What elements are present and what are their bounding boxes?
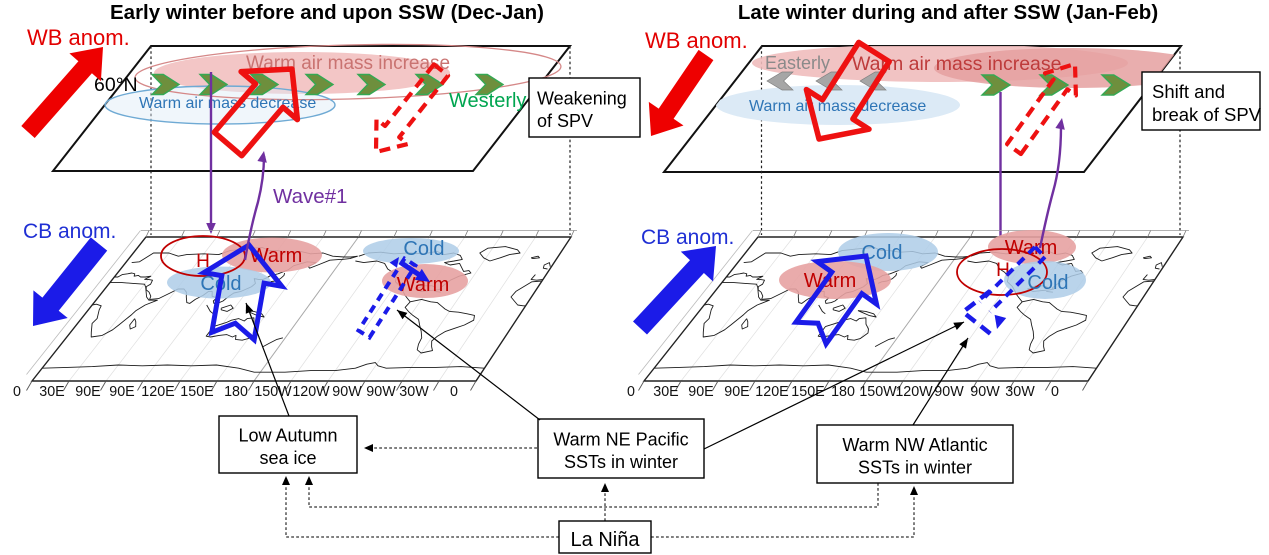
svg-text:150E: 150E bbox=[180, 384, 213, 400]
svg-text:0: 0 bbox=[13, 384, 21, 400]
svg-text:SSTs in winter: SSTs in winter bbox=[858, 457, 972, 477]
svg-text:30W: 30W bbox=[399, 384, 429, 400]
svg-text:of SPV: of SPV bbox=[537, 111, 593, 131]
svg-text:90E: 90E bbox=[724, 384, 749, 400]
svg-text:CB anom.: CB anom. bbox=[23, 220, 116, 243]
svg-text:Westerly: Westerly bbox=[449, 90, 526, 112]
svg-text:90W: 90W bbox=[332, 384, 362, 400]
svg-text:Shift and: Shift and bbox=[1152, 81, 1225, 102]
svg-text:Low Autumn: Low Autumn bbox=[238, 425, 337, 445]
svg-text:90E: 90E bbox=[109, 384, 134, 400]
svg-text:Weakening: Weakening bbox=[537, 88, 627, 108]
svg-text:120W: 120W bbox=[895, 384, 933, 400]
svg-text:150W: 150W bbox=[254, 384, 292, 400]
svg-text:180: 180 bbox=[831, 384, 855, 400]
svg-text:Warm NE Pacific: Warm NE Pacific bbox=[553, 429, 688, 449]
svg-text:Cold: Cold bbox=[1027, 272, 1068, 294]
svg-text:90W: 90W bbox=[366, 384, 396, 400]
svg-text:90E: 90E bbox=[688, 384, 713, 400]
svg-text:120W: 120W bbox=[292, 384, 330, 400]
svg-text:Wave#1: Wave#1 bbox=[273, 185, 347, 208]
svg-text:break of SPV: break of SPV bbox=[1152, 104, 1262, 125]
svg-text:Warm: Warm bbox=[804, 270, 857, 292]
svg-text:Warm: Warm bbox=[397, 274, 450, 296]
svg-text:La Niña: La Niña bbox=[571, 529, 641, 551]
svg-text:H: H bbox=[996, 260, 1010, 281]
svg-text:sea ice: sea ice bbox=[259, 448, 316, 468]
svg-text:30E: 30E bbox=[39, 384, 64, 400]
svg-text:0: 0 bbox=[450, 384, 458, 400]
svg-text:Cold: Cold bbox=[403, 238, 444, 260]
svg-text:CB anom.: CB anom. bbox=[641, 226, 734, 249]
svg-text:30W: 30W bbox=[1005, 384, 1035, 400]
svg-text:60°N: 60°N bbox=[94, 74, 138, 96]
svg-text:Easterly: Easterly bbox=[765, 53, 830, 73]
svg-text:150W: 150W bbox=[859, 384, 897, 400]
svg-text:0: 0 bbox=[1051, 384, 1059, 400]
svg-text:180: 180 bbox=[224, 384, 248, 400]
svg-text:30E: 30E bbox=[653, 384, 678, 400]
svg-text:WB anom.: WB anom. bbox=[27, 25, 130, 50]
svg-text:90W: 90W bbox=[970, 384, 1000, 400]
svg-text:90E: 90E bbox=[75, 384, 100, 400]
svg-text:H: H bbox=[196, 251, 210, 272]
svg-text:Warm NW Atlantic: Warm NW Atlantic bbox=[842, 435, 987, 455]
svg-text:Warm air mass decrease: Warm air mass decrease bbox=[139, 95, 316, 112]
svg-text:Warm air mass decrease: Warm air mass decrease bbox=[749, 98, 926, 115]
svg-text:Warm air mass increase: Warm air mass increase bbox=[852, 53, 1061, 75]
svg-text:120E: 120E bbox=[755, 384, 788, 400]
svg-text:WB anom.: WB anom. bbox=[645, 28, 748, 53]
svg-text:150E: 150E bbox=[791, 384, 824, 400]
svg-text:90W: 90W bbox=[934, 384, 964, 400]
svg-text:Warm air mass increase: Warm air mass increase bbox=[246, 53, 450, 74]
svg-text:SSTs in winter: SSTs in winter bbox=[564, 452, 678, 472]
svg-text:Cold: Cold bbox=[861, 242, 902, 264]
svg-text:120E: 120E bbox=[141, 384, 174, 400]
svg-text:Warm: Warm bbox=[1005, 237, 1058, 259]
svg-text:0: 0 bbox=[627, 384, 635, 400]
svg-text:Late winter during and after S: Late winter during and after SSW (Jan-Fe… bbox=[738, 1, 1158, 24]
svg-text:Early winter before and upon S: Early winter before and upon SSW (Dec-Ja… bbox=[110, 1, 544, 24]
